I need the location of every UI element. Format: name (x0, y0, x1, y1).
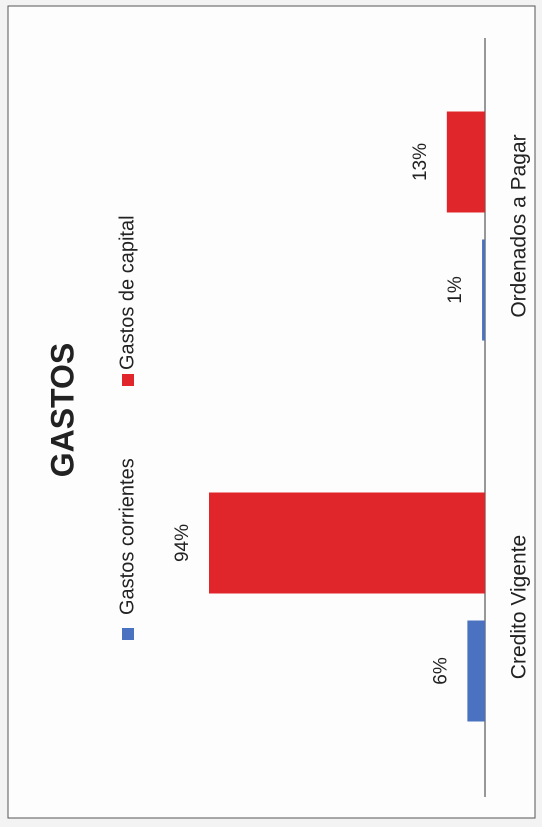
rotated-chart: GASTOS Gastos corrientes Gastos de capita… (44, 38, 531, 797)
legend-swatch (122, 628, 134, 640)
bar (209, 492, 485, 594)
value-label: 1% (445, 276, 466, 304)
value-label: 13% (410, 143, 431, 181)
bar (446, 111, 485, 213)
legend-swatch (122, 374, 134, 386)
chart-title: GASTOS (44, 343, 80, 478)
category-label: Ordenados a Pagar (508, 134, 531, 317)
legend-label: Gastos corrientes (116, 458, 138, 615)
value-label: 94% (172, 524, 193, 562)
bar (467, 620, 485, 722)
value-label: 6% (430, 657, 451, 685)
bar (482, 239, 486, 341)
category-label: Credito Vigente (508, 535, 531, 679)
legend-label: Gastos de capital (116, 215, 138, 370)
